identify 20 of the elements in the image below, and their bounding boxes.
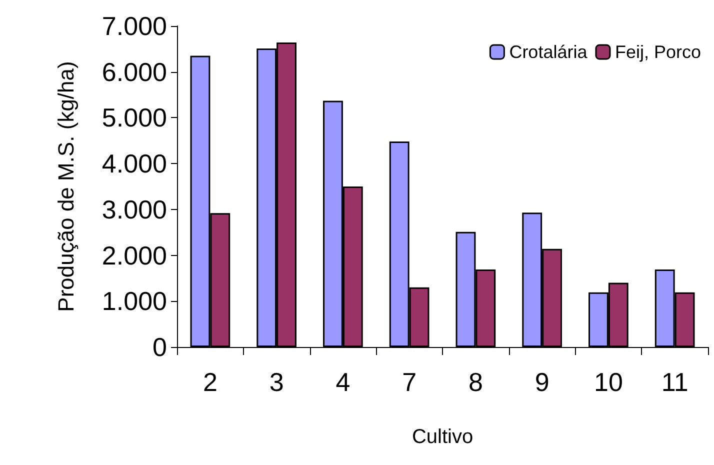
x-tick-label: 7	[402, 367, 417, 397]
x-tick-label: 11	[661, 367, 688, 397]
x-tick-label: 8	[468, 367, 483, 397]
x-tick-label: 2	[202, 367, 218, 397]
x-tick-label: 10	[594, 367, 623, 397]
y-tick-label: 0	[152, 332, 167, 362]
y-tick-label: 4.000	[102, 148, 167, 179]
legend-label: Crotalária	[509, 42, 588, 62]
x-axis-title: Cultivo	[412, 426, 474, 448]
y-axis-title: Produção de M.S. (kg/ha)	[54, 61, 78, 312]
y-tick-label: 2.000	[102, 240, 167, 270]
y-tick-label: 1.000	[102, 286, 167, 316]
x-tick-label: 4	[336, 367, 350, 397]
y-tick-label: 5.000	[102, 102, 167, 133]
legend-label: Feij, Porco	[614, 42, 702, 62]
y-tick-label: 7.000	[102, 11, 167, 41]
y-tick-label: 3.000	[102, 194, 167, 224]
x-tick-label: 9	[534, 367, 550, 397]
x-tick-label: 3	[269, 367, 284, 397]
y-tick-label: 6.000	[102, 56, 167, 87]
